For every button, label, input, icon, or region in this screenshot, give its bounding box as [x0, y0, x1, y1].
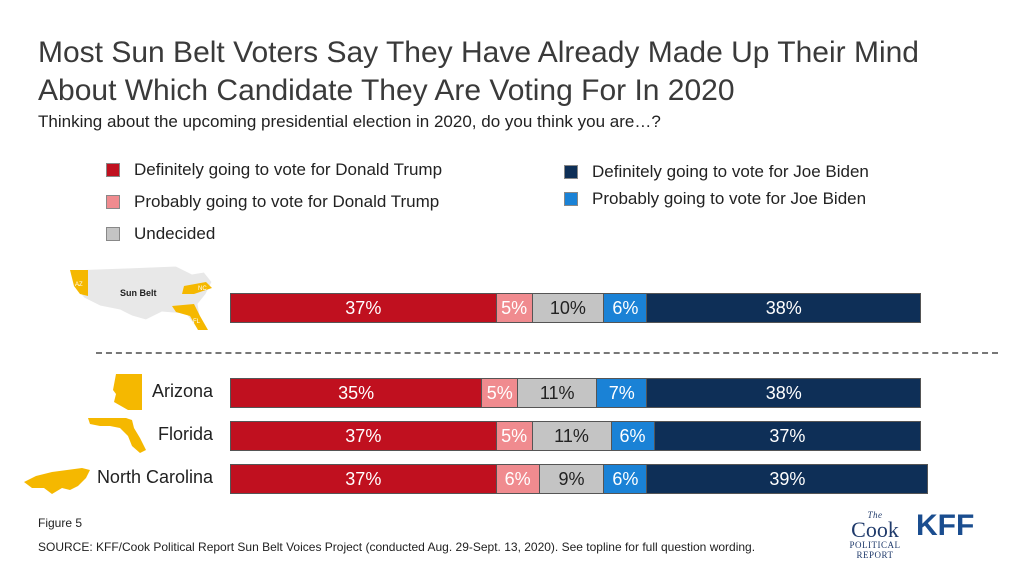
cook-logo-line1: POLITICAL	[849, 540, 901, 550]
chart-subtitle: Thinking about the upcoming presidential…	[38, 112, 661, 131]
data-label: 11%	[554, 425, 589, 446]
legend-swatch	[106, 195, 120, 209]
bar-segment: 10%	[532, 294, 605, 322]
bar-segment: 7%	[597, 379, 648, 407]
data-label: 6%	[619, 425, 646, 446]
cook-logo-the: The	[867, 510, 883, 520]
kff-logo: KFF	[916, 509, 975, 542]
source-note: SOURCE: KFF/Cook Political Report Sun Be…	[38, 540, 756, 554]
data-label: 38%	[765, 382, 802, 403]
data-label: 35%	[338, 382, 375, 403]
chart-title: Most Sun Belt Voters Say They Have Alrea…	[38, 36, 919, 107]
legend-swatch	[564, 165, 578, 179]
bar-segment: 9%	[539, 465, 605, 493]
data-label: 5%	[501, 297, 528, 318]
legend-label: Definitely going to vote for Joe Biden	[592, 162, 869, 181]
data-label: 38%	[765, 297, 802, 318]
data-label: 37%	[345, 468, 382, 489]
legend-item-probably-trump: Probably going to vote for Donald Trump	[106, 192, 439, 212]
cook-logo-line2: REPORT	[856, 550, 894, 560]
data-label: 6%	[612, 468, 639, 489]
bar-florida: 37% 5% 11% 6% 37%	[230, 421, 922, 451]
map-tag-nc: NC	[198, 286, 207, 292]
bar-segment: 5%	[482, 379, 519, 407]
bar-segment: 6%	[611, 422, 655, 450]
sun-belt-map-icon: AZ NC FL Sun Belt	[69, 265, 213, 331]
bar-segment: 37%	[231, 422, 497, 450]
bar-north-carolina: 37% 6% 9% 6% 39%	[230, 464, 929, 494]
north-carolina-shape-icon	[24, 468, 90, 494]
bar-segment: 11%	[518, 379, 598, 407]
bar-segment: 38%	[647, 379, 921, 407]
legend-item-probably-biden: Probably going to vote for Joe Biden	[564, 189, 866, 209]
bar-segment: 11%	[532, 422, 612, 450]
arizona-shape-icon	[113, 374, 142, 410]
data-label: 6%	[612, 297, 639, 318]
legend-label: Definitely going to vote for Donald Trum…	[134, 160, 443, 179]
row-label-arizona: Arizona	[151, 381, 213, 401]
bar-segment: 37%	[654, 422, 921, 450]
bar-segment: 6%	[604, 465, 648, 493]
bar-segment: 37%	[231, 465, 497, 493]
florida-shape-icon	[88, 418, 146, 453]
legend-item-undecided: Undecided	[106, 224, 215, 244]
legend-swatch	[564, 192, 578, 206]
legend-item-definitely-biden: Definitely going to vote for Joe Biden	[564, 162, 869, 182]
bar-segment: 5%	[496, 422, 533, 450]
cook-political-report-logo: The Cook POLITICAL REPORT	[846, 510, 904, 560]
map-tag-az: AZ	[75, 282, 83, 288]
legend-swatch	[106, 227, 120, 241]
bar-segment: 35%	[231, 379, 483, 407]
row-label-florida: Florida	[157, 424, 213, 444]
map-tag-fl: FL	[193, 319, 201, 325]
data-label: 37%	[769, 425, 806, 446]
data-label: 37%	[345, 297, 382, 318]
data-label: 10%	[549, 297, 586, 318]
data-label: 7%	[608, 382, 635, 403]
data-label: 39%	[769, 468, 806, 489]
figure-label: Figure 5	[38, 516, 83, 530]
data-label: 9%	[558, 468, 585, 489]
bar-segment: 38%	[647, 294, 921, 322]
data-label: 5%	[501, 425, 528, 446]
legend-swatch	[106, 163, 120, 177]
bar-arizona: 35% 5% 11% 7% 38%	[230, 378, 922, 408]
map-label: Sun Belt	[120, 288, 157, 298]
bar-segment: 5%	[496, 294, 533, 322]
data-label: 11%	[539, 382, 575, 403]
data-label: 6%	[504, 468, 531, 489]
bar-sun-belt: 37% 5% 10% 6% 38%	[230, 293, 922, 323]
data-label: 5%	[486, 382, 513, 403]
data-label: 37%	[345, 425, 382, 446]
bar-segment: 6%	[496, 465, 540, 493]
row-label-north-carolina: North Carolina	[96, 467, 213, 487]
bar-segment: 37%	[231, 294, 497, 322]
bar-segment: 6%	[604, 294, 648, 322]
legend-label: Undecided	[134, 224, 216, 243]
legend-item-definitely-trump: Definitely going to vote for Donald Trum…	[106, 160, 442, 180]
bar-segment: 39%	[647, 465, 928, 493]
section-divider	[96, 352, 998, 354]
legend-label: Probably going to vote for Donald Trump	[134, 192, 440, 211]
legend-label: Probably going to vote for Joe Biden	[592, 189, 867, 208]
cook-logo-main: Cook	[851, 517, 899, 542]
